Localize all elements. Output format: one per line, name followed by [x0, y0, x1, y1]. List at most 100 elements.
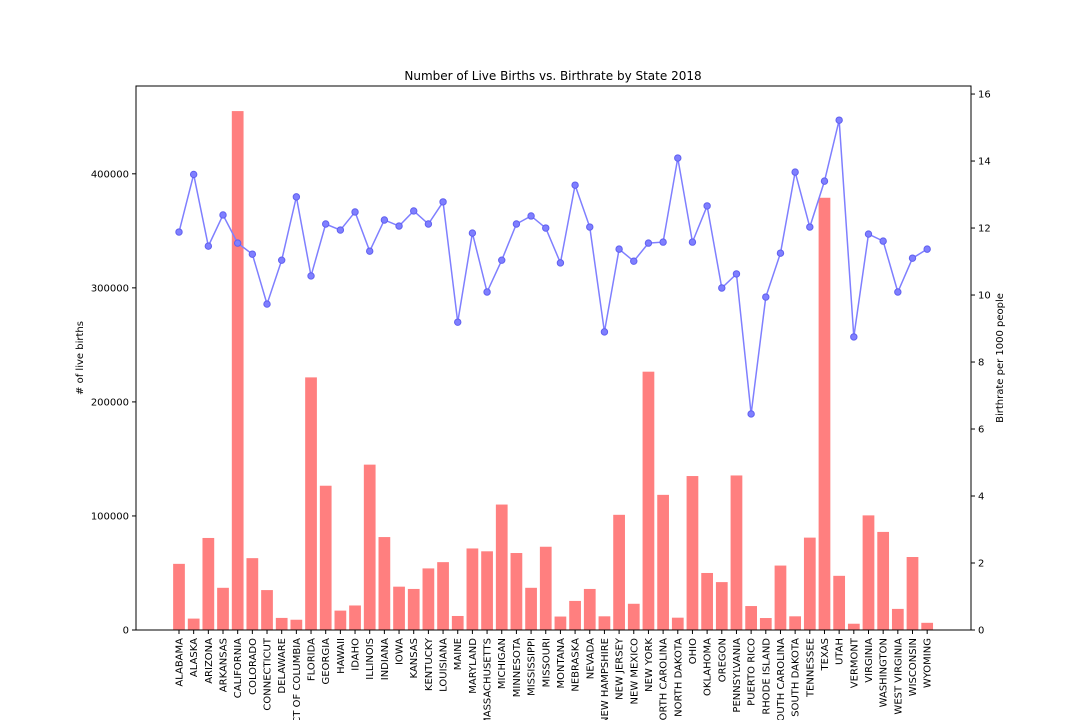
- marker: [894, 288, 902, 296]
- x-tick-label: OKLAHOMA: [703, 638, 714, 696]
- x-tick-label: MAINE: [453, 638, 464, 670]
- bar: [745, 606, 757, 630]
- bar: [525, 587, 537, 630]
- y2-tick-label: 10: [978, 291, 991, 302]
- bar: [510, 553, 523, 630]
- marker: [233, 239, 242, 247]
- x-tick-label: OREGON: [717, 638, 728, 682]
- x-tick-label: GEORGIA: [321, 638, 332, 685]
- x-tick-label: CONNECTICUT: [263, 637, 274, 710]
- x-tick-label: MICHIGAN: [497, 638, 508, 689]
- marker: [776, 249, 785, 257]
- y2-tick-label: 4: [978, 492, 984, 503]
- marker: [820, 177, 829, 185]
- bar: [349, 605, 361, 630]
- marker: [410, 207, 418, 215]
- marker: [351, 208, 359, 216]
- y2-tick-label: 12: [978, 224, 991, 235]
- x-tick-label: NORTH CAROLINA: [659, 638, 670, 720]
- bar: [657, 494, 669, 630]
- x-tick-label: ARKANSAS: [219, 638, 230, 692]
- x-tick-label: SOUTH CAROLINA: [776, 638, 787, 720]
- bar: [539, 546, 552, 630]
- marker: [454, 318, 462, 326]
- bar: [554, 616, 567, 630]
- x-tick-label: KENTUCKY: [424, 637, 435, 691]
- marker: [586, 223, 594, 231]
- x-tick-label: NEW YORK: [644, 638, 655, 692]
- marker: [850, 333, 858, 341]
- marker: [395, 222, 403, 230]
- line: [178, 119, 928, 415]
- bar: [730, 475, 743, 630]
- bar: [583, 588, 596, 630]
- x-tick-label: DELAWARE: [277, 638, 288, 694]
- bar: [363, 464, 376, 630]
- marker: [630, 257, 638, 265]
- marker: [366, 247, 374, 255]
- y2-axis-label: Birthrate per 1000 people: [995, 293, 1006, 423]
- marker: [615, 245, 623, 253]
- marker: [277, 256, 286, 264]
- y-axis-label: # of live births: [75, 321, 86, 395]
- bar: [275, 617, 288, 630]
- x-tick-label: LOUISIANA: [439, 638, 450, 692]
- bar: [451, 615, 464, 630]
- x-tick-label: KANSAS: [409, 638, 420, 678]
- bar: [173, 563, 185, 630]
- bar: [217, 587, 229, 630]
- marker: [204, 242, 213, 250]
- bar: [789, 616, 802, 630]
- marker: [762, 293, 770, 301]
- x-tick-label: DISTRICT OF COLUMBIA: [292, 638, 303, 720]
- bar: [906, 557, 919, 630]
- marker: [806, 223, 814, 231]
- marker: [527, 212, 535, 220]
- x-tick-label: WYOMING: [923, 638, 934, 688]
- x-tick-label: ILLINOIS: [365, 638, 376, 680]
- bar: [833, 575, 846, 630]
- bar: [877, 531, 890, 630]
- marker: [424, 220, 433, 228]
- x-tick-label: PENNSYLVANIA: [732, 638, 743, 713]
- marker: [175, 228, 183, 236]
- x-tick-label: MISSISSIPPI: [527, 638, 538, 696]
- marker: [439, 198, 447, 206]
- bar: [202, 537, 215, 630]
- bar: [715, 582, 728, 630]
- bar: [627, 603, 640, 630]
- bar: [598, 616, 611, 630]
- bar: [701, 572, 713, 630]
- x-tick-label: VERMONT: [849, 637, 860, 688]
- bar: [495, 504, 508, 630]
- bar: [422, 568, 435, 630]
- x-tick-label: ALASKA: [189, 638, 200, 677]
- x-tick-label: FLORIDA: [307, 638, 318, 681]
- x-tick-label: TEXAS: [820, 638, 831, 671]
- x-tick-label: MARYLAND: [468, 638, 479, 694]
- x-tick-label: WASHINGTON: [879, 638, 890, 707]
- bar: [261, 590, 273, 630]
- marker: [908, 254, 917, 262]
- bar: [847, 623, 860, 630]
- marker: [571, 181, 579, 189]
- x-tick-label: IOWA: [395, 638, 406, 665]
- x-tick-label: UTAH: [835, 638, 846, 665]
- bar: [290, 619, 303, 630]
- bar: [407, 588, 420, 630]
- marker: [336, 226, 345, 234]
- y2-tick-label: 0: [978, 626, 984, 637]
- marker: [703, 202, 711, 210]
- x-tick-label: PUERTO RICO: [747, 638, 758, 706]
- bar: [818, 197, 831, 630]
- y2-tick-label: 6: [978, 425, 984, 436]
- x-tick-label: MISSOURI: [541, 638, 552, 687]
- marker: [307, 272, 315, 280]
- marker: [659, 238, 667, 246]
- bar: [613, 514, 625, 630]
- x-tick-label: MASSACHUSETTS: [483, 638, 494, 720]
- marker: [219, 211, 227, 219]
- x-tick-label: VIRGINIA: [864, 638, 875, 683]
- x-tick-label: IDAHO: [351, 638, 362, 671]
- marker: [512, 220, 521, 228]
